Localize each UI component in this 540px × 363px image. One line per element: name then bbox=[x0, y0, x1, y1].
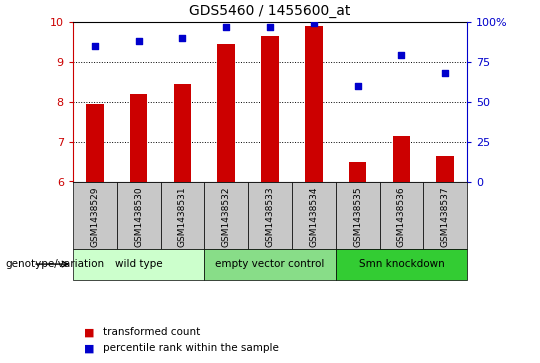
Text: GSM1438534: GSM1438534 bbox=[309, 187, 318, 247]
Text: GSM1438529: GSM1438529 bbox=[90, 187, 99, 247]
Bar bbox=[423, 182, 467, 249]
Text: Smn knockdown: Smn knockdown bbox=[359, 259, 444, 269]
Point bbox=[178, 35, 187, 41]
Text: GSM1438533: GSM1438533 bbox=[266, 187, 274, 248]
Text: GSM1438535: GSM1438535 bbox=[353, 187, 362, 248]
Text: GSM1438536: GSM1438536 bbox=[397, 187, 406, 248]
Bar bbox=[73, 249, 204, 280]
Bar bbox=[174, 84, 191, 182]
Bar bbox=[436, 155, 454, 182]
Bar bbox=[248, 182, 292, 249]
Text: GSM1438532: GSM1438532 bbox=[222, 187, 231, 247]
Point bbox=[266, 24, 274, 29]
Bar bbox=[349, 162, 366, 182]
Text: ■: ■ bbox=[84, 327, 94, 337]
Bar bbox=[393, 135, 410, 182]
Bar bbox=[117, 182, 160, 249]
Point bbox=[397, 52, 406, 58]
Text: GSM1438530: GSM1438530 bbox=[134, 187, 143, 248]
Bar bbox=[336, 249, 467, 280]
Bar bbox=[73, 182, 117, 249]
Text: GSM1438531: GSM1438531 bbox=[178, 187, 187, 248]
Bar bbox=[292, 182, 336, 249]
Bar bbox=[86, 104, 104, 182]
Point bbox=[441, 70, 449, 76]
Text: genotype/variation: genotype/variation bbox=[5, 259, 105, 269]
Text: transformed count: transformed count bbox=[103, 327, 200, 337]
Bar bbox=[336, 182, 380, 249]
Point bbox=[91, 43, 99, 49]
Bar bbox=[160, 182, 204, 249]
Bar bbox=[218, 44, 235, 182]
Point bbox=[222, 24, 231, 29]
Point bbox=[134, 38, 143, 44]
Bar bbox=[130, 94, 147, 182]
Text: ■: ■ bbox=[84, 343, 94, 354]
Title: GDS5460 / 1455600_at: GDS5460 / 1455600_at bbox=[190, 4, 350, 18]
Bar bbox=[380, 182, 423, 249]
Bar bbox=[204, 249, 336, 280]
Point bbox=[353, 83, 362, 89]
Bar bbox=[261, 36, 279, 182]
Bar bbox=[305, 26, 322, 182]
Text: wild type: wild type bbox=[115, 259, 163, 269]
Text: GSM1438537: GSM1438537 bbox=[441, 187, 450, 248]
Text: empty vector control: empty vector control bbox=[215, 259, 325, 269]
Text: percentile rank within the sample: percentile rank within the sample bbox=[103, 343, 279, 354]
Bar bbox=[204, 182, 248, 249]
Point bbox=[309, 20, 318, 26]
